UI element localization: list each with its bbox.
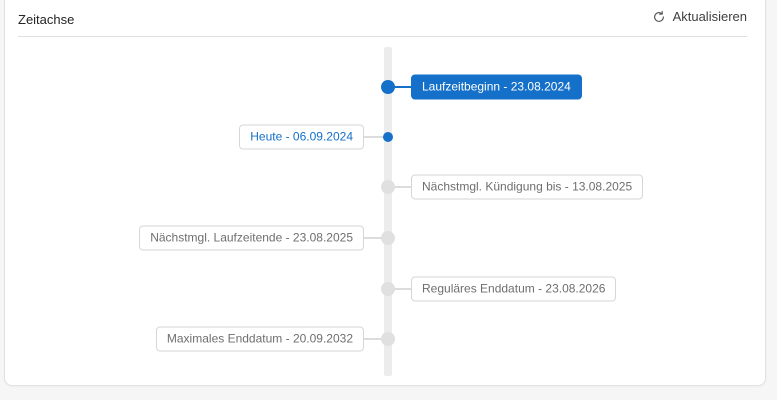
timeline-card: Zeitachse Aktualisieren Laufzeitbeginn -…	[4, 0, 766, 386]
timeline-event-label: Laufzeitbeginn - 23.08.2024	[411, 74, 582, 100]
timeline-bar	[384, 47, 392, 376]
connector-line	[388, 86, 412, 88]
timeline-event-label: Nächstmgl. Kündigung bis - 13.08.2025	[411, 174, 644, 200]
header-divider	[18, 36, 747, 37]
timeline-event-label: Reguläres Enddatum - 23.08.2026	[411, 276, 617, 302]
timeline-dot	[381, 332, 395, 346]
refresh-button[interactable]: Aktualisieren	[652, 9, 747, 24]
timeline-event-label: Heute - 06.09.2024	[239, 124, 364, 150]
timeline-dot	[381, 282, 395, 296]
arrow-clockwise-icon	[652, 10, 666, 24]
connector-line	[388, 288, 412, 290]
timeline-dot	[381, 80, 395, 94]
timeline-event-label: Maximales Enddatum - 20.09.2032	[155, 326, 364, 352]
timeline-dot	[381, 231, 395, 245]
timeline-dot	[383, 132, 393, 142]
refresh-button-label: Aktualisieren	[672, 9, 747, 24]
connector-line	[363, 338, 389, 340]
timeline-dot	[381, 180, 395, 194]
connector-line	[363, 136, 389, 138]
connector-line	[363, 237, 389, 239]
connector-line	[388, 186, 412, 188]
timeline-event-label: Nächstmgl. Laufzeitende - 23.08.2025	[139, 225, 364, 251]
page-title: Zeitachse	[18, 12, 75, 27]
